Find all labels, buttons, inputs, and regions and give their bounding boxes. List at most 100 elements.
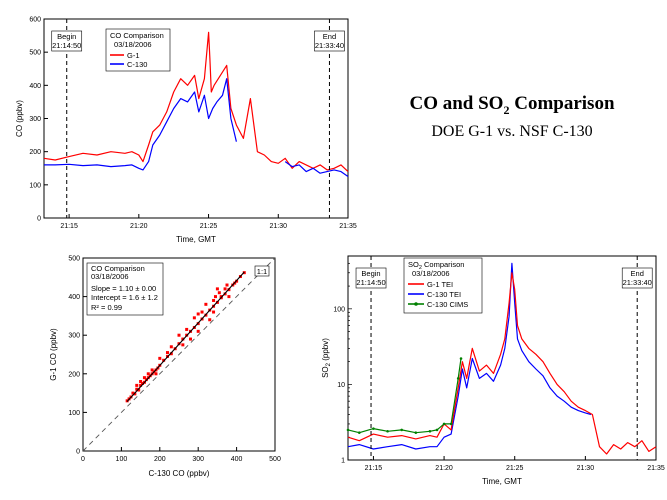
scatter-x-tick-label: 100	[116, 456, 128, 463]
scatter-x-tick-label: 400	[231, 456, 243, 463]
fit-line	[126, 271, 245, 402]
so2-begin-label: Begin	[361, 269, 380, 278]
so2-cims-point	[400, 428, 403, 432]
scatter-intercept-text: Intercept = 1.6 ± 1.2	[91, 293, 158, 302]
scatter-y-axis-label: G-1 CO (ppbv)	[49, 328, 58, 381]
slide-title: CO and SO2 Comparison	[372, 92, 652, 122]
co-y-tick-label: 400	[29, 83, 41, 90]
co-end-time: 21:33:40	[315, 41, 344, 50]
co-end-label: End	[323, 32, 336, 41]
scatter-y-tick-label: 400	[68, 294, 80, 301]
so2-plot-frame	[347, 255, 657, 461]
so2-legend-marker-cims	[414, 302, 418, 306]
co-y-tick-label: 200	[29, 149, 41, 156]
scatter-point	[158, 356, 162, 360]
so2-cims-point	[428, 429, 432, 433]
so2-legend-label-c130: C-130 TEI	[427, 290, 461, 299]
co-legend-title: CO Comparison	[110, 31, 164, 40]
so2-legend-date: 03/18/2006	[412, 269, 450, 278]
so2-end-label: End	[631, 269, 644, 278]
so2-cims-point	[346, 428, 350, 432]
scatter-point	[169, 345, 173, 349]
so2-legend: SO2 Comparison 03/18/2006 G-1 TEI C-130 …	[403, 257, 483, 314]
so2-axes: 1 10 100 21:15 21:20 21:25 21:30 21:35	[333, 255, 665, 472]
scatter-point	[150, 368, 154, 372]
scatter-y-tick-label: 300	[68, 333, 80, 340]
scatter-x-tick-label: 0	[81, 456, 85, 463]
scatter-y-tick-label: 200	[68, 371, 80, 378]
so2-legend-label-cims: C-130 CIMS	[427, 300, 468, 309]
so2-x-tick-label: 21:15	[365, 465, 383, 472]
so2-series-lines	[346, 262, 657, 455]
scatter-y-tick-label: 100	[68, 410, 80, 417]
scatter-x-axis-label: C-130 CO (ppbv)	[149, 469, 210, 478]
scatter-point	[227, 295, 231, 299]
scatter-point	[131, 391, 135, 395]
scatter-x-tick-label: 300	[192, 456, 204, 463]
so2-cims-point	[442, 422, 446, 426]
scatter-point	[192, 316, 196, 320]
scatter-legend-box	[86, 262, 164, 316]
scatter-plot-frame	[82, 257, 276, 452]
scatter-point	[142, 376, 146, 380]
co-series-lines	[43, 31, 349, 177]
slide-title-sub: 2	[503, 102, 510, 117]
so2-ylabel-sub: 2	[326, 362, 332, 366]
co-scatter-chart: 00 100 100 200 200 300 300 400 400 500 500 C-130 C…	[49, 256, 281, 479]
co-begin-time: 21:14:50	[52, 41, 81, 50]
co-begin-box	[51, 30, 83, 52]
co-x-tick-label: 21:35	[339, 223, 357, 230]
slide-subtitle: DOE G-1 vs. NSF C-130	[431, 122, 593, 140]
co-end-box	[314, 30, 345, 52]
co-plot-frame	[43, 18, 349, 219]
so2-end-time: 21:33:40	[623, 278, 652, 287]
so2-cims-point	[449, 422, 453, 426]
scatter-slope-text: Slope = 1.10 ± 0.00	[91, 284, 156, 293]
scatter-legend-date: 03/18/2006	[91, 272, 129, 281]
scatter-point	[169, 352, 173, 356]
scatter-y-tick-label: 0	[76, 449, 80, 456]
co-legend-label-c130: C-130	[127, 60, 147, 69]
scatter-point	[137, 388, 141, 392]
scatter-point	[181, 337, 185, 341]
so2-cims-point	[459, 357, 463, 360]
slide-title-post: Comparison	[509, 93, 615, 114]
co-series-line-g1	[43, 31, 349, 173]
co-x-tick-label: 21:20	[130, 223, 148, 230]
scatter-point	[135, 383, 139, 387]
scatter-y-tick-label: 500	[68, 256, 80, 263]
scatter-r2-text: R² = 0.99	[91, 303, 122, 312]
scatter-x-tick-label: 200	[154, 456, 166, 463]
co-x-axis-label: Time, GMT	[176, 235, 216, 244]
so2-x-tick-label: 21:20	[435, 465, 453, 472]
co-timeseries-chart: 0 100 200 300 400 500 600 21:15 21:20 21:25 21:30 2…	[15, 17, 357, 245]
scatter-point	[181, 343, 185, 347]
co-y-tick-label: 100	[29, 182, 41, 189]
scatter-point	[215, 287, 219, 291]
so2-series-line-c130	[347, 262, 592, 450]
so2-begin-box	[355, 267, 387, 289]
so2-y-tick-label: 1	[341, 458, 345, 465]
scatter-axes: 00 100 100 200 200 300 300 400 400 500 500	[68, 256, 281, 464]
co-series-line-c130-post	[284, 161, 349, 177]
so2-ylabel-pre: SO	[321, 366, 330, 378]
co-y-tick-label: 500	[29, 50, 41, 57]
co-legend-label-g1: G-1	[127, 51, 140, 60]
scatter-point	[219, 295, 223, 299]
co-begin-label: Begin	[57, 32, 76, 41]
scatter-x-tick-label: 500	[269, 456, 281, 463]
so2-series-line-cims	[347, 358, 462, 434]
scatter-point	[139, 380, 143, 384]
one-to-one-box	[254, 265, 270, 277]
scatter-point	[165, 351, 169, 355]
scatter-legend-title: CO Comparison	[91, 264, 145, 273]
so2-x-axis-label: Time, GMT	[482, 477, 522, 486]
scatter-point	[223, 287, 227, 291]
so2-cims-point	[358, 431, 361, 434]
scatter-point	[204, 302, 208, 306]
so2-y-tick-label: 10	[337, 382, 345, 389]
so2-y-tick-label: 100	[333, 306, 345, 313]
co-x-tick-label: 21:30	[270, 223, 288, 230]
